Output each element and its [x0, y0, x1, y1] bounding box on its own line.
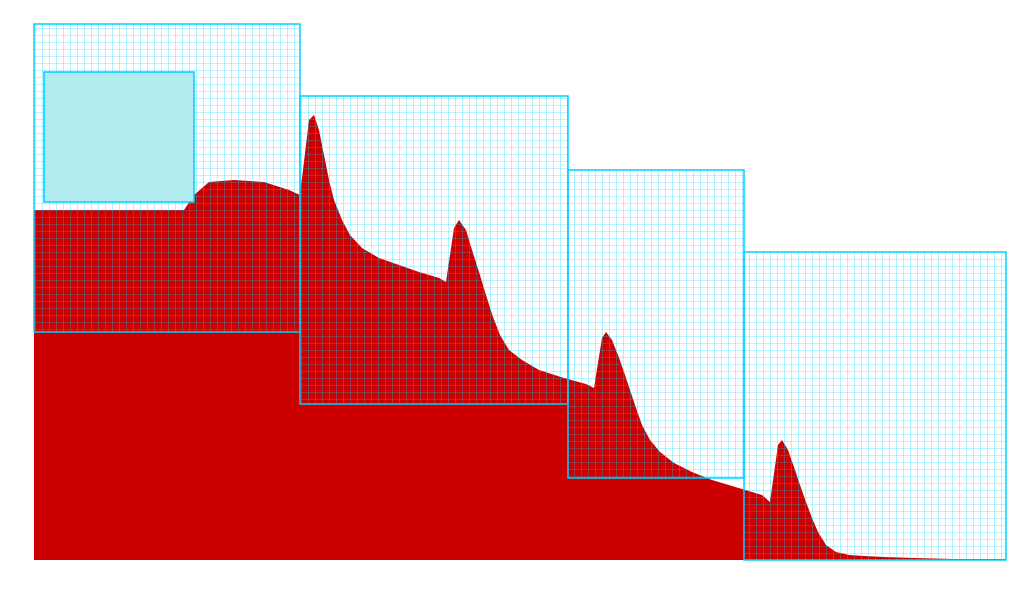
grid-panel-1	[300, 96, 568, 404]
chart-svg	[0, 0, 1023, 599]
grid-panel-2	[568, 170, 744, 478]
grid-panel-3	[744, 252, 1006, 560]
overlay-box	[44, 72, 194, 202]
chart-stage	[0, 0, 1023, 599]
